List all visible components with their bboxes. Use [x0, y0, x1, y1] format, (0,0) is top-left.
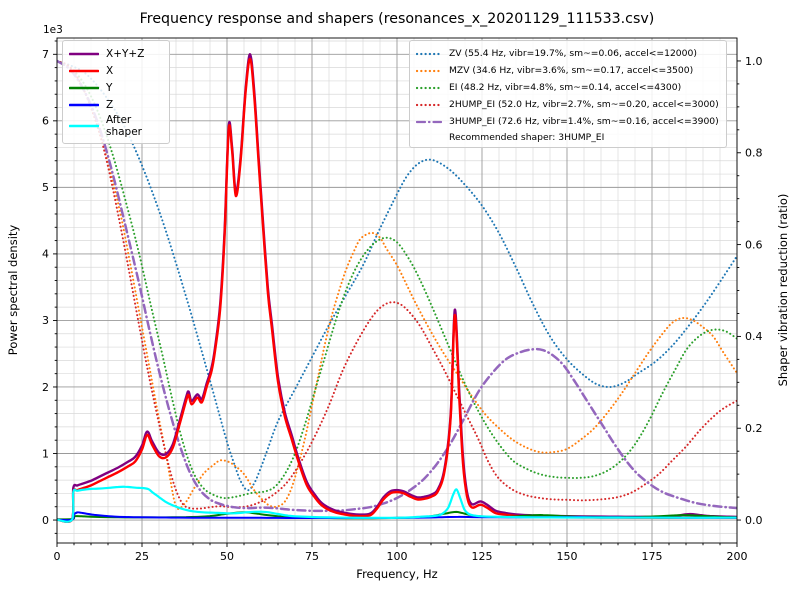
legend-line-swatch [69, 103, 99, 107]
legend-item-label: ZV (55.4 Hz, vibr=19.7%, sm~=0.06, accel… [449, 48, 697, 59]
tick-label: 0.0 [745, 514, 763, 527]
tick-label: 1 [42, 447, 49, 460]
tick-label: 6 [42, 115, 49, 128]
psd-legend: X+Y+Z X Y Z After shaper [62, 40, 170, 144]
tick-label: 0 [42, 514, 49, 527]
legend-line-swatch [69, 52, 99, 56]
axis-ticks [53, 40, 741, 547]
data-curves [57, 53, 737, 523]
series-3HUMP-EI [57, 59, 737, 513]
legend-item-label: 3HUMP_EI (72.6 Hz, vibr=1.4%, sm~=0.16, … [449, 116, 719, 127]
tick-label: 7 [42, 48, 49, 61]
legend-item-label: X [106, 65, 114, 77]
tick-label: 0 [54, 550, 61, 563]
left-y-axis-label: Power spectral density [6, 225, 20, 356]
recommended-shaper-note: Recommended shaper: 3HUMP_EI [449, 132, 605, 143]
legend-item-label: 2HUMP_EI (52.0 Hz, vibr=2.7%, sm~=0.20, … [449, 99, 719, 110]
legend-item: After shaper [69, 114, 162, 138]
legend-item: X [69, 63, 162, 79]
legend-item-label: Y [106, 82, 113, 94]
legend-item: ZV (55.4 Hz, vibr=19.7%, sm~=0.06, accel… [416, 45, 719, 62]
legend-line-swatch [416, 120, 442, 123]
series-After-shaper [57, 485, 737, 523]
legend-item-label: MZV (34.6 Hz, vibr=3.6%, sm~=0.17, accel… [449, 65, 694, 76]
tick-label: 0.6 [745, 238, 763, 251]
legend-item: Y [69, 80, 162, 96]
legend-line-swatch [416, 103, 442, 106]
legend-line-swatch [416, 52, 442, 55]
x-axis-label: Frequency, Hz [356, 567, 437, 581]
grid-minor-lines [57, 38, 737, 543]
tick-label: 100 [387, 550, 408, 563]
tick-label: 0.4 [745, 330, 763, 343]
y-axis-offset-label: 1e3 [43, 24, 63, 36]
legend-item-label: EI (48.2 Hz, vibr=4.8%, sm~=0.14, accel<… [449, 82, 682, 93]
tick-label: 175 [642, 550, 663, 563]
tick-label: 3 [42, 314, 49, 327]
tick-label: 1.0 [745, 55, 763, 68]
legend-line-swatch [69, 86, 99, 90]
series-2HUMP-EI [57, 59, 737, 510]
legend-item: X+Y+Z [69, 46, 162, 62]
series-ZV [57, 59, 737, 492]
legend-item: MZV (34.6 Hz, vibr=3.6%, sm~=0.17, accel… [416, 62, 719, 79]
legend-line-swatch [69, 69, 99, 73]
tick-label: 0.8 [745, 147, 763, 160]
tick-label: 4 [42, 248, 49, 261]
tick-label: 0.2 [745, 422, 763, 435]
legend-item-label: Z [106, 99, 114, 111]
tick-label: 200 [727, 550, 748, 563]
axis-tick-labels: 0 25 50 75 100 125 150 175 200 0 1 2 3 4 5 6 7 0.0 0.2 0.4 0… [42, 48, 763, 563]
legend-line-swatch [69, 124, 99, 128]
tick-label: 125 [472, 550, 493, 563]
tick-label: 50 [220, 550, 234, 563]
tick-label: 2 [42, 381, 49, 394]
tick-label: 75 [305, 550, 319, 563]
legend-line-swatch [416, 86, 442, 89]
legend-item: Z [69, 97, 162, 113]
legend-item: EI (48.2 Hz, vibr=4.8%, sm~=0.14, accel<… [416, 79, 719, 96]
legend-item-label: After shaper [106, 114, 143, 138]
right-y-axis-label: Shaper vibration reduction (ratio) [776, 194, 790, 387]
series-X-Y-Z [57, 53, 737, 523]
legend-item: 3HUMP_EI (72.6 Hz, vibr=1.4%, sm~=0.16, … [416, 113, 719, 130]
tick-label: 25 [135, 550, 149, 563]
legend-item-label: X+Y+Z [106, 48, 145, 60]
shaper-legend: ZV (55.4 Hz, vibr=19.7%, sm~=0.06, accel… [409, 40, 727, 148]
tick-label: 5 [42, 181, 49, 194]
tick-label: 150 [557, 550, 578, 563]
legend-item: 2HUMP_EI (52.0 Hz, vibr=2.7%, sm~=0.20, … [416, 96, 719, 113]
series-X [57, 57, 737, 523]
series-MZV [57, 59, 737, 510]
chart-title: Frequency response and shapers (resonanc… [140, 11, 655, 27]
legend-line-swatch [416, 69, 442, 72]
series-EI [57, 59, 737, 500]
